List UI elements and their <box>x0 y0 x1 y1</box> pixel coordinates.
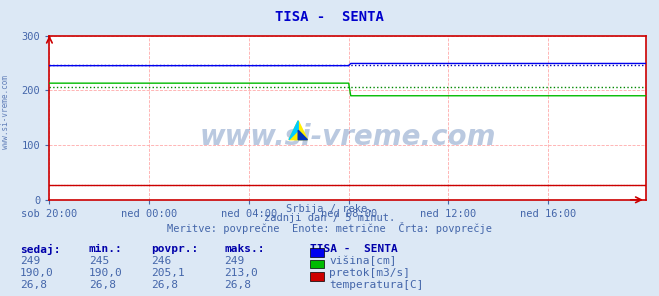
Polygon shape <box>298 130 307 140</box>
Text: Srbija / reke.: Srbija / reke. <box>286 204 373 214</box>
Text: 26,8: 26,8 <box>20 280 47 290</box>
Polygon shape <box>289 121 298 140</box>
Text: sedaj:: sedaj: <box>20 244 60 255</box>
Text: maks.:: maks.: <box>224 244 264 254</box>
Text: 213,0: 213,0 <box>224 268 258 278</box>
Text: zadnji dan / 5 minut.: zadnji dan / 5 minut. <box>264 213 395 223</box>
Text: min.:: min.: <box>89 244 123 254</box>
Text: 26,8: 26,8 <box>152 280 179 290</box>
Text: TISA -  SENTA: TISA - SENTA <box>310 244 397 254</box>
Text: povpr.:: povpr.: <box>152 244 199 254</box>
Text: 190,0: 190,0 <box>20 268 53 278</box>
Text: 246: 246 <box>152 256 172 266</box>
Text: pretok[m3/s]: pretok[m3/s] <box>330 268 411 278</box>
Text: 190,0: 190,0 <box>89 268 123 278</box>
Text: 26,8: 26,8 <box>89 280 116 290</box>
Text: temperatura[C]: temperatura[C] <box>330 280 424 290</box>
Text: višina[cm]: višina[cm] <box>330 256 397 266</box>
Text: 205,1: 205,1 <box>152 268 185 278</box>
Text: www.si-vreme.com: www.si-vreme.com <box>200 123 496 151</box>
Text: 249: 249 <box>20 256 40 266</box>
Text: TISA -  SENTA: TISA - SENTA <box>275 10 384 24</box>
Text: www.si-vreme.com: www.si-vreme.com <box>1 75 10 149</box>
Text: Meritve: povprečne  Enote: metrične  Črta: povprečje: Meritve: povprečne Enote: metrične Črta:… <box>167 222 492 234</box>
Text: 249: 249 <box>224 256 244 266</box>
Text: 245: 245 <box>89 256 109 266</box>
Text: 26,8: 26,8 <box>224 280 251 290</box>
Polygon shape <box>289 121 307 140</box>
